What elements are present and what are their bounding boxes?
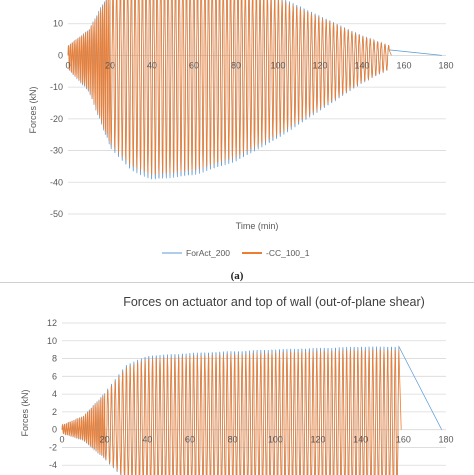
y-tick-label: -50 (50, 209, 63, 219)
y-tick-label: -10 (50, 82, 63, 92)
x-tick-label: 100 (270, 60, 285, 70)
x-tick-label: 60 (185, 435, 195, 445)
y-tick-label: 2 (52, 407, 57, 417)
chart-panel-b: Forces on actuator and top of wall (out-… (0, 282, 474, 475)
chart-b-svg: Forces on actuator and top of wall (out-… (0, 283, 474, 475)
x-tick-label: 180 (438, 435, 453, 445)
y-axis-title: Forces (kN) (28, 86, 38, 133)
x-tick-label: 40 (142, 435, 152, 445)
y-tick-label: -2 (49, 442, 57, 452)
caption-a: (a) (0, 270, 474, 282)
x-tick-label: 120 (312, 60, 327, 70)
x-axis-title: Time (min) (236, 221, 279, 231)
x-tick-label: 140 (353, 435, 368, 445)
y-tick-label: -4 (49, 460, 57, 470)
x-tick-label: 20 (100, 435, 110, 445)
series-line-cc (62, 350, 401, 475)
y-axis-title: Forces (kN) (20, 389, 30, 436)
y-tick-label: 0 (58, 50, 63, 60)
signal-group (62, 347, 442, 475)
x-tick-label: 80 (231, 60, 241, 70)
legend-label: -CC_100_1 (266, 248, 310, 258)
x-tick-label: 60 (189, 60, 199, 70)
x-tick-label: 160 (396, 60, 411, 70)
y-tick-label: 12 (47, 318, 57, 328)
y-tick-label: 0 (52, 425, 57, 435)
x-tick-label: 140 (354, 60, 369, 70)
chart-title: Forces on actuator and top of wall (out-… (123, 295, 425, 309)
x-tick-label: 180 (438, 60, 453, 70)
y-tick-label: -40 (50, 177, 63, 187)
legend-label: ForAct_200 (186, 248, 230, 258)
y-tick-label: 10 (47, 336, 57, 346)
y-tick-label: 6 (52, 371, 57, 381)
y-tick-label: 10 (53, 19, 63, 29)
x-tick-label: 20 (105, 60, 115, 70)
y-tick-label: -30 (50, 146, 63, 156)
y-tick-label: 8 (52, 354, 57, 364)
x-tick-label: 80 (228, 435, 238, 445)
signal-group (68, 0, 442, 179)
x-tick-label: 0 (65, 60, 70, 70)
x-tick-label: 120 (310, 435, 325, 445)
y-tick-label: 4 (52, 389, 57, 399)
x-tick-label: 40 (147, 60, 157, 70)
y-tick-label: -20 (50, 114, 63, 124)
x-tick-label: 100 (268, 435, 283, 445)
x-tick-label: 0 (59, 435, 64, 445)
x-tick-label: 160 (396, 435, 411, 445)
